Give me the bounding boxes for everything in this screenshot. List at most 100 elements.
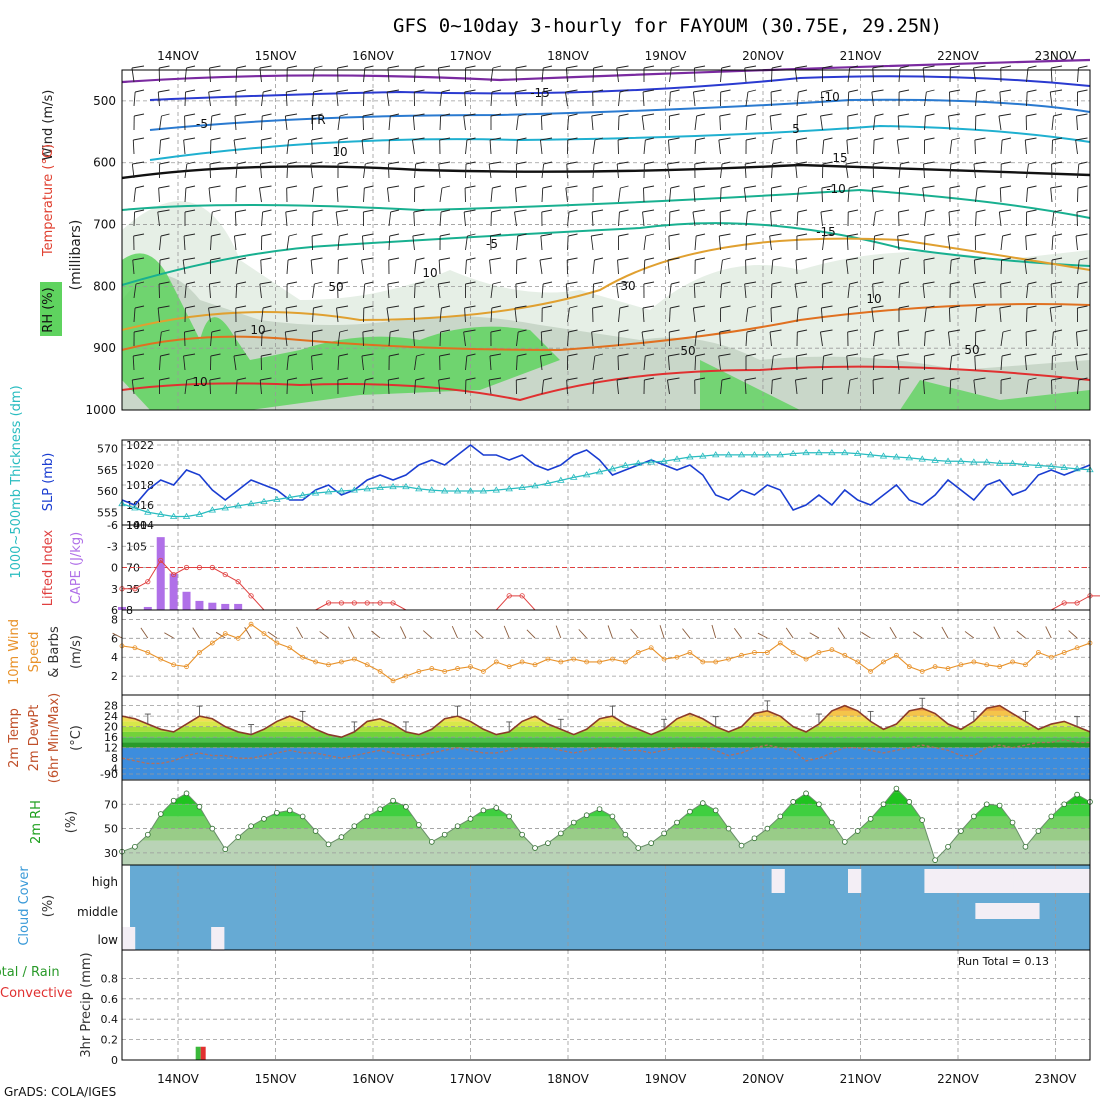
upper-wind-barb-flag — [259, 281, 272, 285]
upper-wind-barb-flag — [744, 377, 757, 381]
upper-wind-barb-flag — [285, 329, 298, 333]
wind-speed-point — [377, 668, 383, 674]
upper-wind-barb — [311, 355, 313, 371]
surface-wind-barb — [348, 626, 355, 639]
upper-wind-barb-flag — [924, 353, 935, 357]
upper-wind-barb — [336, 91, 339, 107]
temp-tick: 16 — [104, 731, 118, 744]
wind-speed-point — [480, 668, 486, 674]
upper-wind-barb-flag — [1025, 353, 1037, 357]
lifted-index-point — [506, 593, 512, 599]
chart-title: GFS 0~10day 3-hourly for FAYOUM (30.75E,… — [393, 15, 942, 37]
cape-bar — [234, 603, 243, 610]
wind-speed-point — [764, 650, 770, 655]
upper-wind-barb-flag — [337, 65, 349, 69]
surface-wind-barb — [711, 624, 717, 639]
wind-speed-point — [842, 652, 848, 658]
upper-wind-barb — [182, 259, 186, 275]
upper-wind-barb — [516, 355, 518, 371]
upper-wind-barb-flag — [160, 137, 170, 141]
upper-wind-barb — [923, 379, 925, 395]
temp-tick: -90 — [100, 768, 118, 781]
upper-wind-barb-flag — [616, 377, 629, 381]
upper-wind-barb-flag — [822, 161, 833, 165]
date-label-top: 18NOV — [547, 49, 589, 63]
upper-wind-barb-flag — [848, 89, 859, 93]
upper-wind-barb — [414, 163, 417, 179]
date-label-bottom: 16NOV — [352, 1072, 394, 1086]
upper-wind-barb — [923, 259, 925, 275]
upper-wind-barb-flag — [539, 257, 553, 261]
upper-wind-barb-flag — [976, 89, 986, 93]
upper-wind-barb — [974, 139, 976, 155]
upper-wind-barb-flag — [1027, 185, 1037, 189]
wind-speed-point — [209, 640, 215, 646]
upper-wind-barb-flag — [745, 161, 757, 165]
upper-wind-barb-flag — [390, 209, 400, 213]
upper-wind-barb — [669, 307, 671, 323]
upper-wind-barb-flag — [134, 113, 145, 117]
upper-wind-barb — [669, 91, 671, 107]
upper-wind-barb-flag — [134, 209, 145, 213]
upper-wind-barb-flag — [796, 137, 808, 141]
upper-wind-barb — [1000, 235, 1004, 251]
upper-wind-barb-flag — [438, 281, 451, 285]
thickness-tick: 570 — [97, 443, 118, 456]
date-label-top: 21NOV — [840, 49, 882, 63]
temperature-line — [121, 704, 1091, 739]
isotherm-contour — [121, 222, 1091, 286]
lifted-index-point — [1074, 600, 1080, 606]
upper-wind-barb-flag — [593, 185, 604, 189]
upper-wind-barb-flag — [183, 137, 196, 141]
surface-wind-barb — [319, 631, 329, 639]
rh-point — [157, 811, 164, 817]
rh-line — [121, 787, 1091, 862]
rh-point — [183, 790, 190, 797]
date-label-bottom: 20NOV — [742, 1072, 784, 1086]
cloud-block-middle — [1013, 903, 1027, 919]
upper-wind-barb — [591, 211, 594, 227]
upper-wind-barb — [796, 307, 799, 323]
upper-wind-barb — [516, 331, 519, 347]
run-total-label: Run Total = 0.13 — [958, 955, 1049, 968]
thickness-point — [737, 451, 746, 458]
wind-speed-point — [326, 662, 331, 668]
upper-wind-barb — [924, 331, 926, 347]
upper-wind-barb-flag — [413, 113, 425, 117]
rh-point — [170, 797, 177, 804]
thickness-point — [879, 452, 888, 459]
thickness-point — [776, 451, 784, 458]
isotherm-contour — [149, 98, 1091, 131]
upper-wind-barb-flag — [236, 281, 247, 285]
cloud-block-high — [975, 869, 989, 893]
upper-wind-barb — [973, 259, 976, 275]
thickness-point — [557, 476, 565, 483]
wind-speed-point — [339, 659, 344, 665]
upper-wind-barb — [439, 331, 441, 347]
precip-tick: 0.2 — [101, 1034, 119, 1047]
rh-band-group — [122, 788, 1090, 865]
upper-wind-barb — [312, 211, 314, 227]
upper-wind-barb — [261, 211, 264, 227]
upper-wind-barb — [667, 379, 670, 395]
upper-wind-barb-flag — [591, 329, 604, 333]
upper-wind-barb-flag — [1051, 257, 1063, 261]
lifted-index-point — [222, 571, 228, 578]
upper-wind-barb-flag — [184, 329, 196, 333]
upper-wind-barb-flag — [261, 353, 272, 357]
upper-wind-barb-flag — [719, 329, 731, 333]
upper-wind-barb — [873, 355, 875, 371]
wind-label: 10m Wind — [7, 619, 22, 685]
lifted-index-tick: -3 — [107, 540, 118, 553]
upper-wind-barb-flag — [464, 89, 476, 93]
upper-wind-barb-flag — [386, 305, 400, 309]
upper-wind-barb — [618, 187, 621, 203]
upper-wind-barb-flag — [387, 281, 400, 285]
upper-wind-barb — [234, 115, 237, 131]
upper-wind-barb-flag — [261, 137, 272, 141]
thickness-point — [144, 508, 152, 515]
upper-wind-barb — [999, 187, 1002, 203]
temp-units-label: (°C) — [69, 725, 84, 751]
upper-wind-barb — [234, 211, 237, 227]
thickness-point — [582, 471, 591, 478]
